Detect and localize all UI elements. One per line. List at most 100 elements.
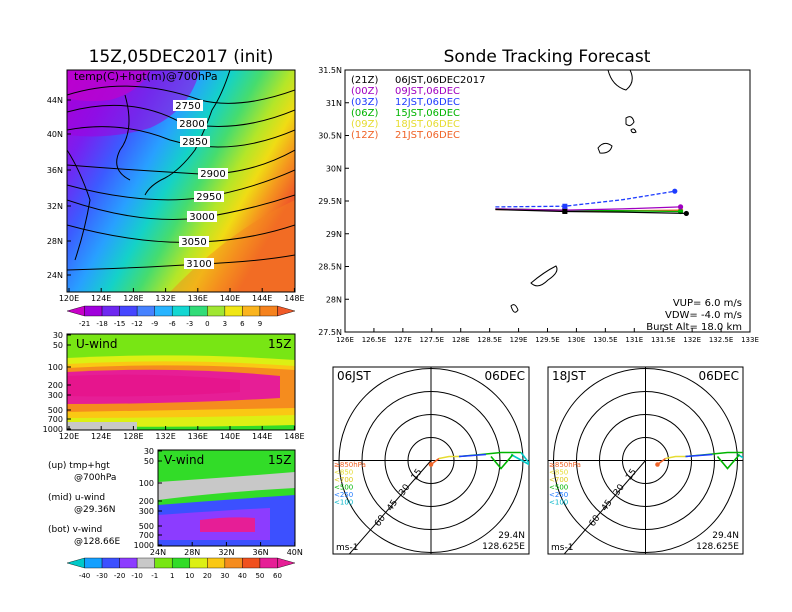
island-tokunoshima (510, 304, 519, 313)
v-lat-tick: 24N (150, 548, 166, 557)
legend-line-1: (up) tmp+hgt (48, 461, 110, 471)
track-lon-tick: 129.5E (535, 336, 559, 344)
china-coastline (67, 149, 91, 261)
map-lon-tick: 120E (59, 294, 79, 303)
temp-colorbar-swatch (101, 305, 120, 317)
track-legend-text: 21JST,06DEC (395, 130, 460, 141)
island-tanegashima (597, 142, 613, 154)
track-lat-tick: 27.5N (318, 328, 342, 337)
v-lat-tick: 28N (184, 548, 200, 557)
temp-colorbar-swatch (224, 305, 243, 317)
map-lat-tick: 40N (47, 130, 63, 139)
track-legend-code: (06Z) (351, 108, 378, 119)
wind-colorbar-label: -10 (131, 572, 142, 580)
u-level-tick: 500 (48, 406, 63, 415)
u-wind-label: U-wind (76, 337, 117, 351)
u-level-tick: 700 (48, 415, 63, 424)
hodograph-trace (716, 453, 741, 470)
tracking-frame (344, 69, 751, 333)
track-legend-text: 18JST,06DEC (395, 119, 460, 130)
vup-text: VUP= 6.0 m/s (673, 298, 742, 309)
legend-line-2: @700hPa (74, 473, 116, 483)
korea-coastline (116, 94, 131, 181)
tracking-series (495, 188, 689, 217)
hodograph-level-label: <700 (334, 476, 353, 484)
map-lon-ticks: 120E 124E 128E 132E 136E 140E 144E 148E (59, 288, 305, 303)
hodograph-level-label: <100 (334, 499, 353, 507)
hodograph-unit: ms-1 (336, 543, 358, 553)
wind-colorbar-label: -20 (114, 572, 125, 580)
hodograph-lon: 128.625E (482, 542, 525, 552)
temp-colorbar-swatch (66, 305, 85, 317)
coldest-region (67, 70, 150, 102)
track-burst-marker (562, 203, 568, 209)
hodograph-level-label: <250 (549, 491, 568, 499)
hodograph-level-label: <100 (549, 499, 568, 507)
temp-colorbar-swatch (259, 305, 278, 317)
hodograph-surface-marker (428, 462, 434, 467)
burst-text: Burst Alt= 18.0 km (646, 322, 742, 333)
u-lon-tick: 128E (123, 432, 143, 441)
track-series-line (495, 190, 675, 208)
map-frame (66, 69, 296, 293)
u-level-tick: 30 (53, 331, 63, 340)
track-legend-text: 12JST,06DEC (395, 97, 460, 108)
u-lon-tick: 140E (220, 432, 240, 441)
map-lon-tick: 132E (155, 294, 175, 303)
contour-label-2800: 2800 (179, 119, 204, 130)
track-lon-tick: 131E (625, 336, 643, 344)
temp-colorbar-label: -3 (186, 320, 193, 328)
map-lat-ticks: 44N 40N 36N 32N 28N 24N (47, 96, 71, 280)
map-lon-tick: 128E (123, 294, 143, 303)
track-lat-tick: 28N (326, 295, 342, 304)
track-lon-tick: 127.5E (420, 336, 444, 344)
track-endpoint-marker (672, 188, 678, 194)
wind-colorbar-swatch (84, 557, 103, 569)
wind-colorbar-label: 40 (238, 572, 247, 580)
track-lat-tick: 28.5N (318, 263, 342, 272)
map-lat-tick: 44N (47, 96, 63, 105)
v-wind-time: 15Z (268, 453, 292, 467)
panel-legend: (up) tmp+hgt @700hPa (mid) u-wind @29.36… (48, 461, 120, 547)
wind-colorbar-label: 60 (273, 572, 282, 580)
temp-colorbar-swatch (242, 305, 261, 317)
hodograph-level-label: ≥850hPa (549, 461, 581, 469)
vdw-text: VDW= -4.0 m/s (665, 310, 742, 321)
hodograph-time: 18JST (552, 369, 586, 383)
temp-colorbar-label: -6 (169, 320, 177, 328)
hodograph-date: 06DEC (699, 369, 739, 383)
track-lon-tick: 126E (336, 336, 354, 344)
legend-line-4: @29.36N (74, 505, 116, 515)
tracking-legend: (21Z) 06JST,06DEC2017 (00Z) 09JST,06DEC (03Z… (351, 75, 485, 141)
map-lon-tick: 148E (284, 294, 304, 303)
temp-colorbar-swatch (154, 305, 173, 317)
island-small-1 (625, 116, 635, 127)
u-level-tick: 100 (48, 363, 63, 372)
map-lon-tick: 124E (91, 294, 111, 303)
hodograph-axis-diag (348, 460, 432, 554)
v-lat-tick: 40N (287, 548, 303, 557)
v-level-tick: 300 (139, 507, 154, 516)
temp-colorbar-swatch (189, 305, 208, 317)
contour-label-3050: 3050 (181, 237, 206, 248)
v-level-tick: 1000 (134, 541, 154, 550)
track-lat-tick: 31N (326, 99, 342, 108)
track-burst-marker (562, 208, 568, 214)
track-lon-tick: 128.5E (477, 336, 501, 344)
temp-colorbar-label: 0 (205, 320, 209, 328)
wind-colorbar-swatch (277, 557, 296, 569)
temp-colorbar-label: -18 (96, 320, 107, 328)
u-level-tick: 50 (53, 341, 63, 350)
hodograph-lon: 128.625E (696, 542, 739, 552)
init-title: 15Z,05DEC2017 (init) (89, 47, 274, 67)
island-kyushu-tip (607, 70, 633, 91)
track-lat-tick: 31.5N (318, 66, 342, 75)
wind-colorbar-swatch (101, 557, 120, 569)
contour-label-3000: 3000 (189, 212, 214, 223)
forecast-title: Sonde Tracking Forecast (444, 47, 651, 67)
track-series-line (495, 208, 687, 215)
